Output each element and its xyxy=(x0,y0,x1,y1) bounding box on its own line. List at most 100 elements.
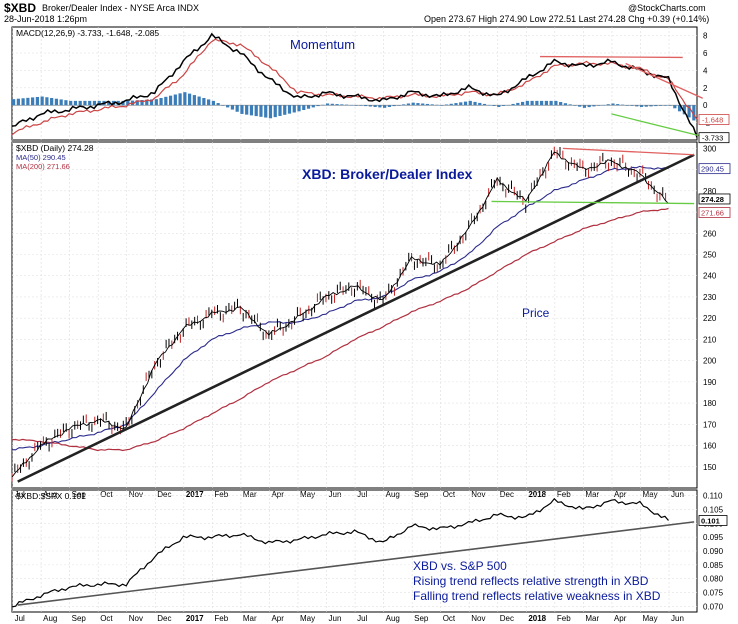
x-axis-tick-label: Mar xyxy=(243,614,257,623)
macd-histogram-bar xyxy=(302,105,306,111)
x-axis-tick-label: 2017 xyxy=(186,490,204,499)
macd-histogram-bar xyxy=(192,95,196,106)
macd-histogram-bar xyxy=(525,100,529,106)
ratio-annotation: XBD vs. S&P 500 xyxy=(413,559,507,573)
x-axis-tick-label: May xyxy=(642,490,657,499)
macd-histogram-bar xyxy=(383,105,387,108)
macd-histogram-bar xyxy=(677,105,682,112)
price-y-tick-label: 170 xyxy=(703,420,717,429)
macd-histogram-bar xyxy=(482,103,487,106)
macd-histogram-bar xyxy=(616,104,620,106)
x-axis-tick-label: Jul xyxy=(357,490,367,499)
ratio-y-tick-label: 0.070 xyxy=(703,602,724,611)
macd-histogram-bar xyxy=(549,100,553,106)
x-axis-tick-label: Nov xyxy=(129,490,143,499)
macd-y-tick-label: 8 xyxy=(703,32,708,41)
x-axis-tick-label: Aug xyxy=(386,490,400,499)
x-axis-tick-label: Apr xyxy=(614,614,627,623)
macd-histogram-bar xyxy=(240,105,244,114)
macd-histogram-bar xyxy=(473,101,477,106)
macd-histogram-bar xyxy=(587,105,591,108)
price-y-tick-label: 300 xyxy=(703,144,717,153)
price-trendline xyxy=(562,147,695,156)
x-axis-tick-label: Apr xyxy=(271,490,284,499)
price-trendline xyxy=(17,153,695,483)
price-y-tick-label: 160 xyxy=(703,442,717,451)
x-axis-tick-label: Aug xyxy=(43,614,57,623)
price-trendline xyxy=(491,200,695,205)
macd-histogram-bar xyxy=(354,105,358,106)
price-legend-ma200: MA(200) 271.66 xyxy=(16,162,70,171)
x-axis-tick-label: Aug xyxy=(43,490,57,499)
macd-histogram-bar xyxy=(273,105,277,118)
x-axis-tick-label: Jul xyxy=(15,490,25,499)
macd-histogram-bar xyxy=(16,98,20,106)
macd-histogram-bar xyxy=(611,103,615,106)
macd-histogram-bar xyxy=(121,100,125,106)
price-line xyxy=(11,151,669,478)
macd-histogram-bar xyxy=(554,100,558,106)
price-y-tick-label: 190 xyxy=(703,378,717,387)
macd-histogram-bar xyxy=(335,104,339,106)
macd-histogram-bar xyxy=(226,105,230,108)
macd-histogram-bar xyxy=(164,96,168,106)
x-axis-tick-label: Mar xyxy=(243,490,257,499)
macd-histogram-bar xyxy=(183,92,187,106)
macd-histogram-bar xyxy=(544,100,548,106)
macd-histogram-bar xyxy=(178,93,182,106)
macd-histogram-bar xyxy=(283,105,287,115)
macd-histogram-bar xyxy=(221,105,225,106)
x-axis-tick-label: Aug xyxy=(386,614,400,623)
macd-histogram-bar xyxy=(97,100,101,106)
x-axis-tick-label: Mar xyxy=(585,614,599,623)
macd-histogram-bar xyxy=(249,105,254,116)
macd-histogram-bar xyxy=(635,105,639,107)
macd-histogram-bar xyxy=(654,105,658,107)
macd-histogram-bar xyxy=(487,104,491,106)
macd-histogram-bar xyxy=(421,103,425,106)
macd-histogram-bar xyxy=(154,99,158,106)
price-legend-ma50: MA(50) 290.45 xyxy=(16,153,66,162)
x-axis-tick-label: Feb xyxy=(557,490,571,499)
macd-histogram-bar xyxy=(31,97,35,106)
macd-histogram-bar xyxy=(644,105,648,107)
macd-histogram-bar xyxy=(78,100,82,106)
ratio-line xyxy=(11,497,669,608)
macd-histogram-bar xyxy=(530,100,534,106)
macd-histogram-bar xyxy=(573,105,577,106)
price-y-tick-label: 250 xyxy=(703,251,717,260)
macd-histogram-bar xyxy=(416,103,420,106)
ratio-y-tick-label: 0.085 xyxy=(703,561,724,570)
macd-panel-frame xyxy=(11,26,698,141)
macd-value-tag xyxy=(698,132,730,144)
price-y-tick-label: 200 xyxy=(703,357,717,366)
macd-histogram-bar xyxy=(140,100,144,106)
price-value-tag-label: 274.28 xyxy=(701,195,724,204)
macd-histogram-bar xyxy=(444,104,449,106)
x-axis-tick-label: Oct xyxy=(443,490,456,499)
ratio-legend: $XBD:$SPX 0.101 xyxy=(16,491,86,501)
x-axis-tick-label: Jun xyxy=(329,490,342,499)
x-axis-tick-label: Jun xyxy=(329,614,342,623)
macd-histogram-bar xyxy=(159,97,163,106)
ratio-y-tick-label: 0.090 xyxy=(703,547,724,556)
price-y-tick-label: 230 xyxy=(703,293,717,302)
macd-histogram-bar xyxy=(520,101,525,106)
chart-description: Broker/Dealer Index - NYSE Arca INDX xyxy=(42,3,200,13)
macd-histogram-bar xyxy=(663,105,667,106)
x-axis-tick-label: Sep xyxy=(414,614,429,623)
macd-histogram-bar xyxy=(639,105,644,107)
macd-histogram-bar xyxy=(311,105,315,108)
macd-histogram-bar xyxy=(658,105,663,106)
price-chart-title: XBD: Broker/Dealer Index xyxy=(302,166,473,182)
macd-histogram-bar xyxy=(440,105,444,106)
x-axis-tick-label: Feb xyxy=(214,490,228,499)
macd-histogram-bar xyxy=(501,105,506,106)
macd-histogram-bar xyxy=(349,104,353,106)
macd-histogram-bar xyxy=(630,105,634,106)
macd-histogram-bar xyxy=(597,105,601,106)
macd-histogram-bar xyxy=(478,102,482,106)
macd-histogram-bar xyxy=(26,97,30,106)
macd-histogram-bar xyxy=(649,105,653,107)
macd-histogram-bar xyxy=(378,105,382,108)
